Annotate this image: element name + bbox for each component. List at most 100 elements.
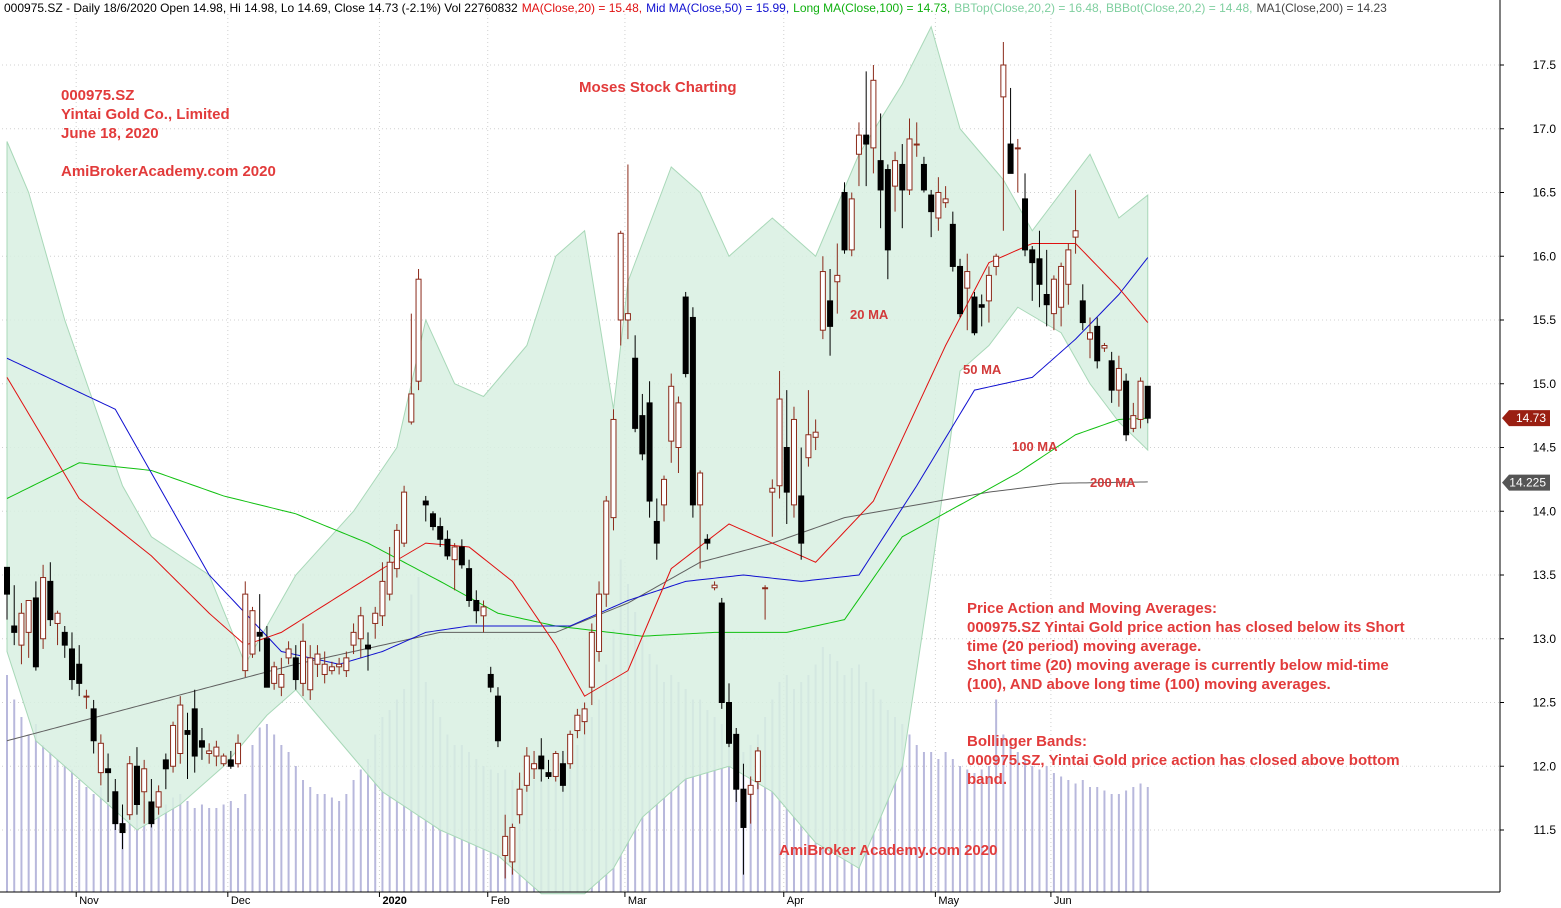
price-tag-shape — [1502, 410, 1550, 427]
candle-body — [307, 657, 314, 691]
volume-bar — [302, 780, 305, 892]
candle-body — [68, 648, 75, 681]
x-tick-label: May — [938, 895, 959, 907]
volume-bar — [193, 808, 196, 892]
bb-title: Bollinger Bands: — [967, 733, 1088, 750]
candle-body — [964, 271, 971, 289]
volume-bar — [706, 710, 709, 892]
candle-body — [213, 746, 220, 757]
candle-body — [422, 500, 429, 506]
candle-body — [148, 801, 155, 825]
candle-body — [1072, 230, 1079, 238]
candle-body — [1115, 367, 1122, 391]
header-bbtop: BBTop(Close,20,2) = 16.48, — [954, 1, 1103, 15]
note-site: AmiBrokerAcademy.com 2020 — [61, 163, 276, 180]
candle-body — [892, 160, 899, 187]
candle-body — [263, 638, 270, 688]
candle-body — [1007, 143, 1014, 174]
ma200-line — [6, 481, 1148, 742]
volume-bar — [42, 745, 45, 892]
candle-body — [863, 134, 870, 145]
volume-bar — [34, 724, 37, 892]
volume-bar — [764, 717, 767, 892]
candle-body — [141, 768, 148, 793]
candle-body — [1029, 249, 1036, 264]
candle-body — [401, 491, 408, 544]
volume-bar — [915, 745, 918, 892]
volume-bar — [208, 808, 211, 892]
candle-body — [827, 300, 834, 327]
candle-body — [429, 513, 436, 528]
volume-bar — [894, 717, 897, 892]
bb-line1: 000975.SZ, Yintai Gold price action has … — [967, 752, 1400, 769]
candle-body — [177, 704, 184, 754]
candle-body — [509, 826, 516, 863]
candle-body — [1144, 385, 1151, 419]
volume-bar — [966, 769, 969, 892]
volume-bar — [771, 699, 774, 892]
volume-bar — [244, 794, 247, 892]
candle-body — [545, 772, 552, 777]
candle-body — [538, 755, 545, 770]
candle-body — [1036, 258, 1043, 285]
volume-bar — [1045, 766, 1048, 892]
candle-body — [40, 577, 47, 640]
volume-bar — [323, 794, 326, 892]
candle-body — [1079, 300, 1086, 324]
candle-body — [170, 724, 177, 767]
candle-body — [819, 271, 826, 331]
candle-body — [112, 791, 119, 825]
candle-body — [1130, 415, 1137, 429]
volume-bar — [338, 801, 341, 892]
candle-body — [711, 584, 718, 589]
candle-body — [726, 702, 732, 744]
y-tick-label: 15.0 — [1533, 377, 1557, 391]
volume-bar — [995, 699, 998, 892]
x-tick-label: Jun — [1054, 895, 1072, 907]
volume-bar — [735, 745, 738, 892]
y-tick-label: 12.5 — [1533, 696, 1557, 710]
ma100-line — [6, 417, 1148, 637]
volume-bar — [92, 794, 95, 892]
candle-body — [596, 593, 603, 652]
candle-body — [855, 134, 862, 155]
volume-bar — [1038, 769, 1041, 892]
candle-body — [899, 163, 906, 191]
volume-bar — [1089, 787, 1091, 892]
volume-bar — [973, 773, 976, 892]
volume-bar — [388, 710, 391, 892]
candle-body — [1050, 278, 1057, 315]
volume-bar — [63, 766, 66, 892]
candle-body — [935, 192, 942, 219]
candle-body — [798, 495, 805, 544]
candle-body — [271, 666, 278, 684]
volume-bar — [99, 787, 102, 892]
volume-bar — [1132, 787, 1135, 892]
candle-body — [942, 198, 949, 204]
x-tick-label: Apr — [787, 895, 804, 907]
candle-body — [256, 631, 263, 637]
volume-bar — [691, 699, 694, 892]
candle-body — [357, 615, 364, 640]
candle-body — [617, 232, 624, 321]
y-tick-label: 12.0 — [1533, 759, 1557, 773]
header-bbbot: BBBot(Close,20,2) = 14.48, — [1106, 1, 1253, 15]
candle-body — [365, 644, 371, 650]
volume-bar — [684, 689, 687, 892]
candle-body — [675, 402, 682, 448]
price-tag-label: 14.225 — [1509, 476, 1546, 490]
candle-body — [444, 538, 451, 557]
candle-body — [155, 791, 162, 808]
candle-body — [957, 265, 964, 315]
volume-bar — [27, 734, 30, 892]
candle-body — [949, 223, 956, 267]
candle-body — [913, 143, 920, 146]
candle-body — [162, 759, 169, 770]
ma200-price-tag: 14.225 — [1502, 474, 1550, 491]
candle-body — [920, 163, 927, 191]
candle-body — [624, 313, 631, 321]
bollinger-band — [6, 25, 1149, 895]
x-tick-label: Feb — [491, 895, 510, 907]
candle-body — [877, 160, 884, 191]
candle-body — [314, 653, 321, 665]
